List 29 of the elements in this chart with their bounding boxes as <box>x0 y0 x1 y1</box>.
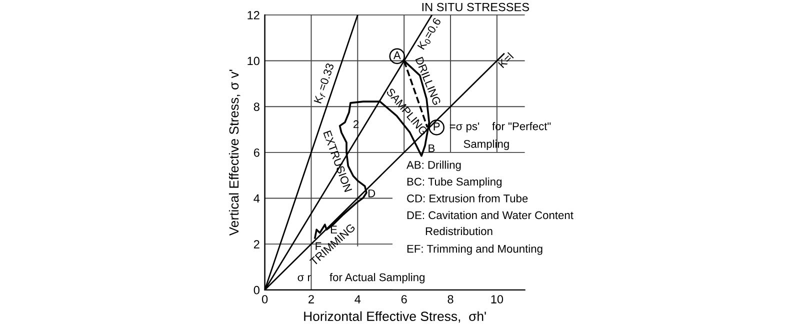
x-tick-label: 2 <box>308 295 314 304</box>
x-tick-label: 10 <box>491 295 504 304</box>
annotation: B <box>428 144 435 152</box>
annotation: P <box>434 122 440 130</box>
annotation: BC: Tube Sampling <box>407 177 502 188</box>
annotation: A <box>393 51 401 60</box>
x-tick-label: 8 <box>448 295 454 304</box>
y-axis-title: Vertical Effective Stress, σ v' <box>228 70 240 236</box>
x-axis-title: Horizontal Effective Stress, σh' <box>304 311 486 323</box>
annotation: DE: Cavitation and Water Content Redistribution <box>407 210 574 236</box>
annotation: D <box>368 190 376 198</box>
x-tick-label: 4 <box>354 295 361 304</box>
y-tick-label: 8 <box>254 102 260 111</box>
annotation: CD: Extrusion from Tube <box>407 194 528 202</box>
y-tick-label: 6 <box>254 148 260 157</box>
text: K$_{0}$=0.6 <box>417 17 443 51</box>
text: K$_{f}$ =0.33 <box>314 62 336 104</box>
annotation: AB: Drilling <box>406 160 461 172</box>
text: K=l <box>498 52 514 68</box>
annotation: σ r for Actual Sampling <box>298 273 424 284</box>
chart-title: IN SITU STRESSES <box>422 2 529 12</box>
y-tick-label: 2 <box>254 240 260 248</box>
y-tick-label: 0 <box>254 286 260 294</box>
x-tick-label: 0 <box>262 295 268 304</box>
y-tick-label: 4 <box>254 194 260 203</box>
y-tick-label: 10 <box>248 56 260 66</box>
annotation: EF: Trimming and Mounting <box>407 244 542 255</box>
x-tick-label: 6 <box>401 295 407 304</box>
y-tick-label: 12 <box>248 10 260 20</box>
